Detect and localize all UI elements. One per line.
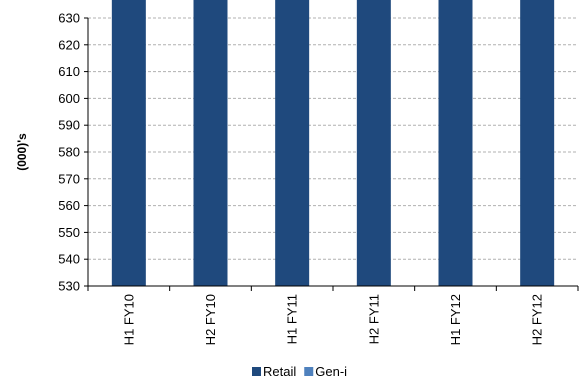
y-tick-label: 630 [58,11,80,26]
bar-segment-retail [193,0,228,286]
x-tick-label: H1 FY10 [121,294,136,345]
y-tick-label: 540 [58,252,80,267]
y-tick-label: 610 [58,64,80,79]
legend-label: Gen-i [315,364,347,379]
y-axis-title: (000)'s [15,133,29,171]
y-tick-label: 550 [58,225,80,240]
x-tick-label: H1 FY11 [285,294,300,344]
bar-segment-retail [438,0,473,286]
x-tick-labels: H1 FY10 H2 FY10 H1 FY11 H2 FY11 H1 FY12 H2 FY… [87,286,579,345]
y-tick-label: 580 [58,145,80,160]
bar-segment-retail [111,0,146,286]
bar-segment-retail [275,0,310,286]
y-tick-label: 590 [58,118,80,133]
x-tick-label: H2 FY10 [203,294,218,345]
legend-swatch [252,367,261,376]
y-tick-label: 620 [58,37,80,52]
legend-swatch [304,367,314,376]
bar-segment-retail [356,0,391,286]
bar-segment-retail [520,0,555,286]
legend: Retail Gen-i [252,364,347,379]
x-tick-label: H1 FY12 [448,294,463,345]
y-tick-label: 570 [58,171,80,186]
y-tick-label: 530 [58,279,80,294]
legend-label: Retail [263,364,296,379]
bars [111,0,555,286]
x-tick-label: H2 FY12 [530,294,545,345]
x-tick-label: H2 FY11 [366,294,381,344]
y-tick-label: 600 [58,91,80,106]
y-tick-label: 560 [58,198,80,213]
y-tick-labels: 530 540 550 560 570 580 590 600 610 620 630 [58,11,88,294]
gridlines [88,17,578,260]
